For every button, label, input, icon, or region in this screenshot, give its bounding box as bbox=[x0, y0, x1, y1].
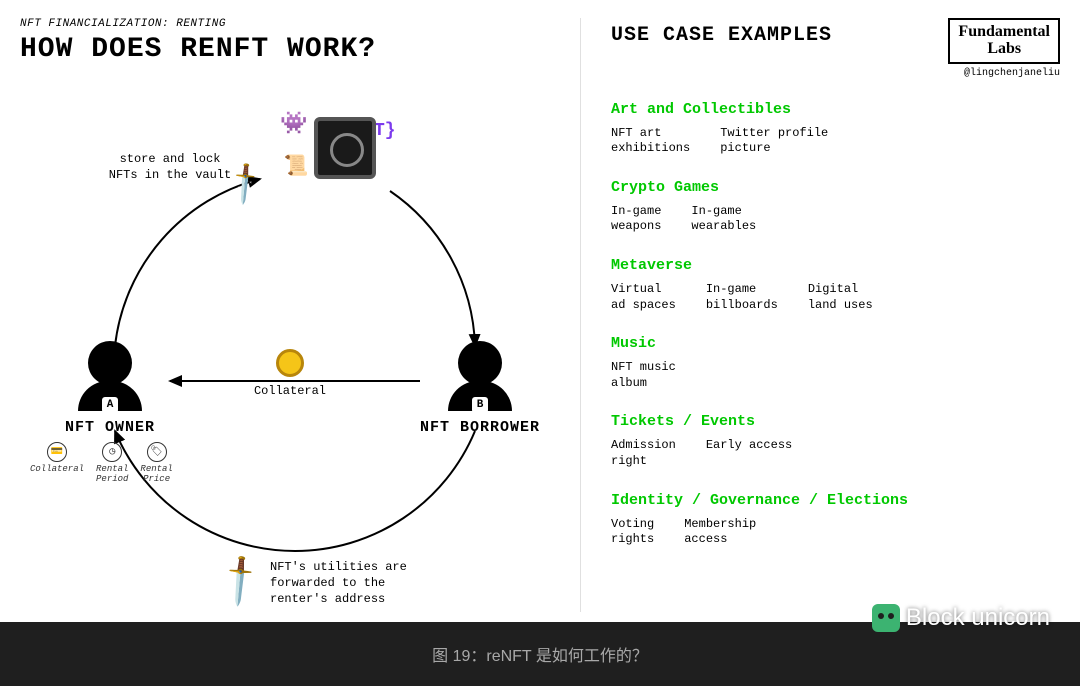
cycle-diagram: 👾 {reNFT} 📜 🗡️ A NFT OWNER 💳 Collate bbox=[20, 71, 560, 611]
category-items: Admissionright Early access bbox=[611, 438, 1060, 469]
category-item: NFT musicalbum bbox=[611, 360, 676, 391]
logo-line2: Labs bbox=[958, 41, 1050, 58]
coin-icon bbox=[276, 349, 304, 377]
category-item: Virtualad spaces bbox=[611, 282, 676, 313]
category-item: In-gamewearables bbox=[691, 204, 756, 235]
person-icon: A bbox=[88, 341, 132, 385]
category: Crypto Games In-gameweapons In-gamewearabl… bbox=[611, 179, 1060, 235]
category-item: Admissionright bbox=[611, 438, 676, 469]
borrower-label: NFT BORROWER bbox=[400, 419, 560, 436]
category: Art and Collectibles NFT artexhibitions Tw… bbox=[611, 101, 1060, 157]
collateral-icon: 💳 bbox=[47, 442, 67, 462]
category-items: NFT musicalbum bbox=[611, 360, 1060, 391]
category-list: Art and Collectibles NFT artexhibitions Tw… bbox=[611, 101, 1060, 548]
category-items: Votingrights Membershipaccess bbox=[611, 517, 1060, 548]
edge-collateral-label: Collateral bbox=[230, 383, 350, 399]
watermark: Block unicorn bbox=[872, 604, 1050, 632]
borrower-badge: B bbox=[472, 397, 488, 413]
category-item: Twitter profilepicture bbox=[720, 126, 828, 157]
category-item: Membershipaccess bbox=[684, 517, 756, 548]
edge-utilities-label: NFT's utilities areforwarded to therente… bbox=[270, 559, 450, 608]
owner-node: A NFT OWNER 💳 Collateral ◷ RentalPeriod … bbox=[30, 341, 190, 485]
category-item: Early access bbox=[706, 438, 792, 469]
scroll-icon: 📜 bbox=[284, 153, 309, 179]
owner-badge: A bbox=[102, 397, 118, 413]
right-header: USE CASE EXAMPLES Fundamental Labs @ling… bbox=[611, 18, 1060, 79]
attr-label: RentalPrice bbox=[140, 464, 172, 484]
usecase-panel: USE CASE EXAMPLES Fundamental Labs @ling… bbox=[580, 18, 1060, 612]
category: Identity / Governance / Elections Votingr… bbox=[611, 492, 1060, 548]
usecase-title: USE CASE EXAMPLES bbox=[611, 18, 832, 47]
author-handle: @lingchenjaneliu bbox=[948, 68, 1060, 79]
category-item: Votingrights bbox=[611, 517, 654, 548]
category: Music NFT musicalbum bbox=[611, 335, 1060, 391]
attr-label: RentalPeriod bbox=[96, 464, 128, 484]
infographic-page: NFT FINANCIALIZATION: RENTING HOW DOES R… bbox=[0, 0, 1080, 622]
vault-node: 📜 bbox=[250, 111, 410, 179]
logo-block: Fundamental Labs @lingchenjaneliu bbox=[948, 18, 1060, 79]
attr-label: Collateral bbox=[30, 464, 84, 474]
person-icon: B bbox=[458, 341, 502, 385]
wechat-icon bbox=[872, 604, 900, 632]
logo-line1: Fundamental bbox=[958, 24, 1050, 41]
category-title: Music bbox=[611, 335, 1060, 352]
category-item: Digitalland uses bbox=[808, 282, 873, 313]
safe-icon bbox=[314, 117, 376, 179]
attr-price: 🏷 RentalPrice bbox=[140, 442, 172, 485]
category-title: Crypto Games bbox=[611, 179, 1060, 196]
category: Metaverse Virtualad spaces In-gamebillboar… bbox=[611, 257, 1060, 313]
borrower-node: B NFT BORROWER bbox=[400, 341, 560, 436]
category-item: NFT artexhibitions bbox=[611, 126, 690, 157]
attr-period: ◷ RentalPeriod bbox=[96, 442, 128, 485]
category-title: Identity / Governance / Elections bbox=[611, 492, 1060, 509]
category-title: Metaverse bbox=[611, 257, 1060, 274]
category-items: NFT artexhibitions Twitter profilepicture bbox=[611, 126, 1060, 157]
category: Tickets / Events Admissionright Early acce… bbox=[611, 413, 1060, 469]
fundamental-labs-logo: Fundamental Labs bbox=[948, 18, 1060, 64]
attr-collateral: 💳 Collateral bbox=[30, 442, 84, 485]
owner-label: NFT OWNER bbox=[30, 419, 190, 436]
edge-store-label: store and lockNFTs in the vault bbox=[100, 151, 240, 183]
eyebrow-text: NFT FINANCIALIZATION: RENTING bbox=[20, 18, 580, 30]
clock-icon: ◷ bbox=[102, 442, 122, 462]
owner-attributes: 💳 Collateral ◷ RentalPeriod 🏷 RentalPric… bbox=[30, 442, 190, 485]
diagram-panel: NFT FINANCIALIZATION: RENTING HOW DOES R… bbox=[20, 18, 580, 612]
watermark-text: Block unicorn bbox=[906, 604, 1050, 632]
category-title: Art and Collectibles bbox=[611, 101, 1060, 118]
price-tag-icon: 🏷 bbox=[147, 442, 167, 462]
category-item: In-gameweapons bbox=[611, 204, 661, 235]
category-item: In-gamebillboards bbox=[706, 282, 778, 313]
caption-text: 图 19：reNFT 是如何工作的？ bbox=[432, 642, 648, 666]
category-items: Virtualad spaces In-gamebillboards Digital… bbox=[611, 282, 1060, 313]
category-title: Tickets / Events bbox=[611, 413, 1060, 430]
main-title: HOW DOES RENFT WORK? bbox=[20, 34, 580, 65]
category-items: In-gameweapons In-gamewearables bbox=[611, 204, 1060, 235]
